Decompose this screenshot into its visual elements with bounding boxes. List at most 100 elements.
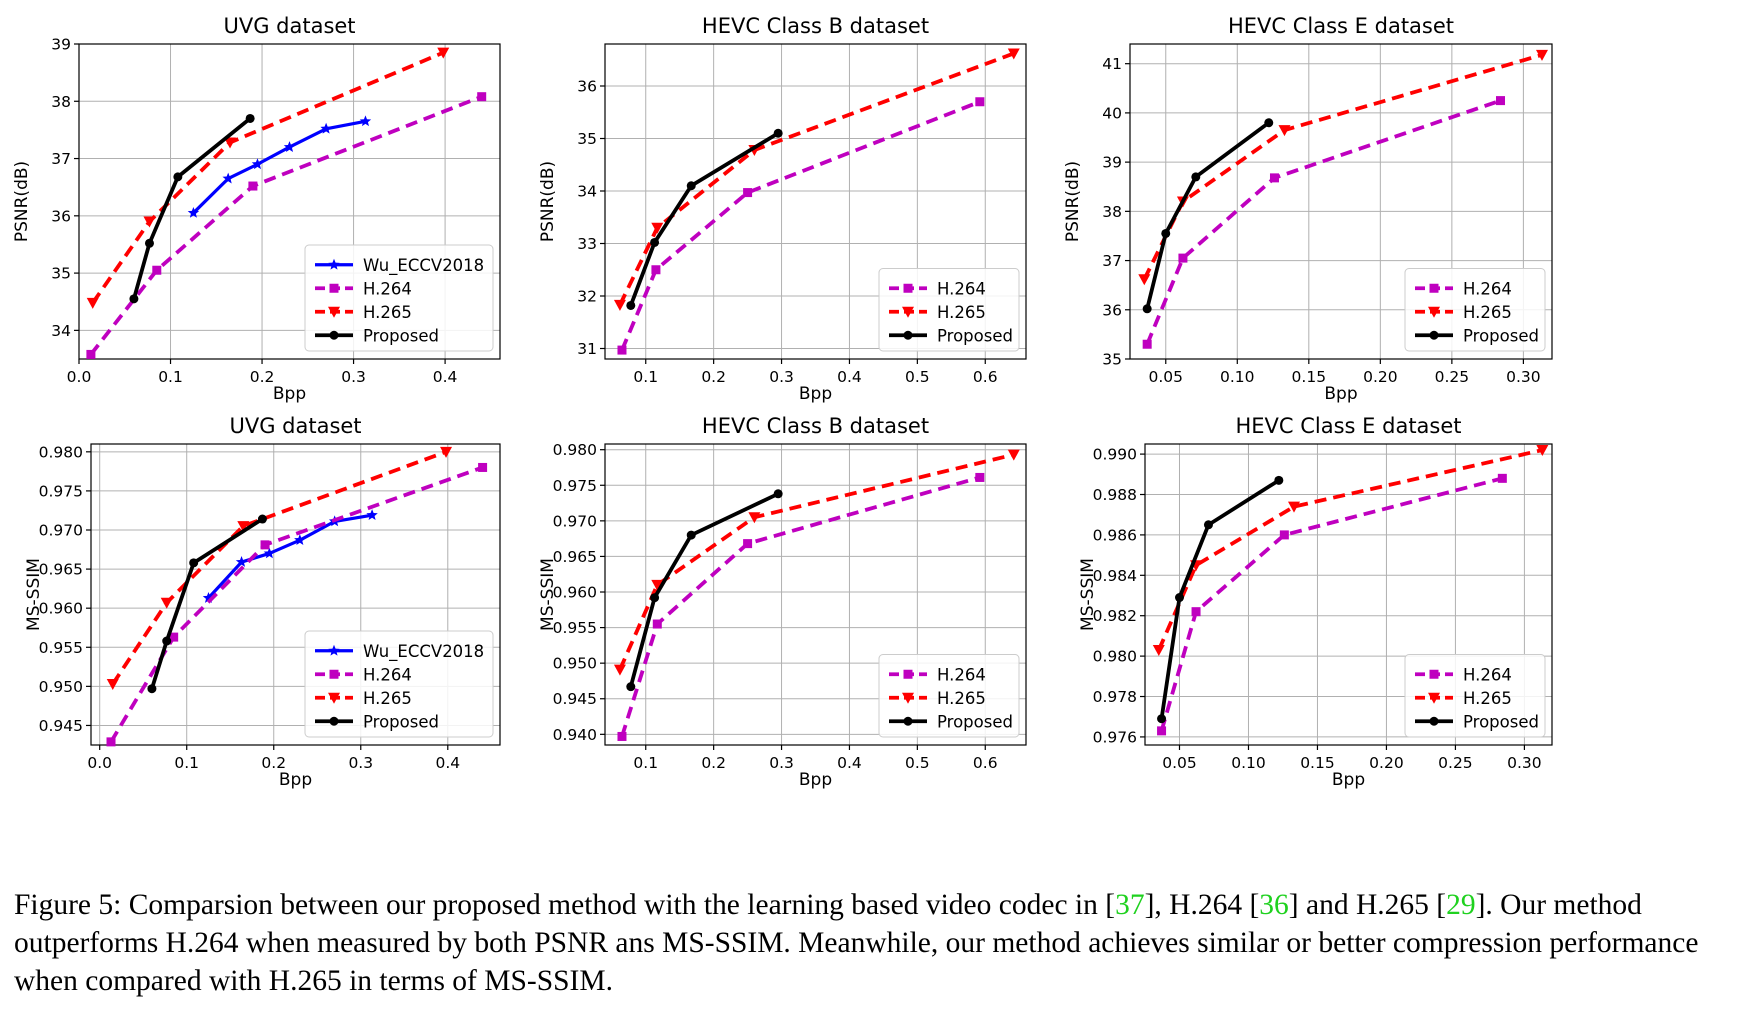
y-tick-label: 0.950 <box>39 678 83 696</box>
data-point-proposed <box>1264 118 1274 128</box>
caption-ref-36[interactable]: 36 <box>1259 889 1289 921</box>
data-point-h265 <box>613 299 626 311</box>
data-point-wu <box>251 158 264 170</box>
data-point-proposed <box>650 593 660 603</box>
legend: H.264 H.265 Proposed <box>1404 268 1546 352</box>
series-h264 <box>1142 96 1506 349</box>
caption-ref-29[interactable]: 29 <box>1446 889 1476 921</box>
y-tick-label: 0.980 <box>39 443 83 461</box>
x-tick-label: 0.15 <box>1292 368 1327 386</box>
y-tick-label: 37 <box>51 150 71 168</box>
series-line-h264 <box>109 465 484 743</box>
legend-marker-proposed <box>903 716 913 726</box>
legend-marker-h264 <box>1429 669 1439 679</box>
series-h264 <box>1157 473 1507 736</box>
y-tick-label: 0.988 <box>1093 486 1137 504</box>
x-tick-label: 0.3 <box>348 754 373 772</box>
y-tick-label: 36 <box>577 78 597 96</box>
series-proposed <box>626 128 783 310</box>
data-point-proposed <box>189 558 199 568</box>
x-tick-label: 0.6 <box>973 754 998 772</box>
legend-label-proposed: Proposed <box>1463 712 1539 731</box>
data-point-h265 <box>160 597 173 609</box>
legend-label-wu: Wu_ECCV2018 <box>363 642 484 662</box>
y-tick-label: 32 <box>577 288 597 306</box>
y-tick-label: 35 <box>577 130 597 148</box>
data-point-wu <box>263 547 276 559</box>
data-point-h265 <box>748 512 761 524</box>
data-point-h264 <box>169 632 179 642</box>
y-tick-label: 0.950 <box>553 655 597 673</box>
caption-ref-37[interactable]: 37 <box>1115 889 1145 921</box>
y-axis-label: MS-SSIM <box>24 558 44 631</box>
series-line-proposed <box>1159 478 1280 720</box>
y-tick-label: 35 <box>1102 351 1122 369</box>
y-tick-label: 35 <box>51 265 71 283</box>
caption-suffix: ]. Our method outperforms H.264 when mea… <box>14 889 1699 997</box>
data-point-h264 <box>975 97 985 107</box>
series-wu <box>187 115 372 218</box>
x-tick-label: 0.2 <box>250 368 275 386</box>
legend-label-h264: H.264 <box>937 279 986 298</box>
y-tick-label: 0.984 <box>1093 567 1137 585</box>
data-point-h264 <box>743 188 753 198</box>
data-point-h265 <box>224 137 237 149</box>
legend-label-proposed: Proposed <box>363 712 439 731</box>
x-tick-label: 0.4 <box>435 754 460 772</box>
data-point-proposed <box>773 128 783 138</box>
plot-frame <box>90 443 501 746</box>
data-point-wu <box>366 509 378 520</box>
x-tick-label: 0.05 <box>1162 754 1197 772</box>
x-tick-label: 0.2 <box>701 754 726 772</box>
legend-marker-h264 <box>903 669 913 679</box>
x-axis-label: Bpp <box>799 770 832 790</box>
data-point-h264 <box>651 265 661 275</box>
x-tick-label: 0.0 <box>87 754 112 772</box>
y-tick-label: 40 <box>1102 104 1122 122</box>
data-point-proposed <box>626 300 636 310</box>
series-proposed <box>626 489 783 692</box>
y-tick-label: 37 <box>1102 252 1122 270</box>
x-tick-label: 0.30 <box>1507 754 1542 772</box>
y-tick-label: 39 <box>51 36 71 54</box>
legend-marker-h264 <box>1429 283 1439 293</box>
series-line-wu <box>192 119 366 215</box>
data-point-h264 <box>478 462 488 472</box>
data-point-proposed <box>129 294 139 304</box>
data-point-proposed <box>144 238 154 248</box>
y-tick-label: 31 <box>577 340 597 358</box>
chart-1: 0.0 0.1 0.2 0.3 0.4 34 35 36 37 38 39 UVG dataset Bp… <box>12 14 501 404</box>
caption-prefix: Figure 5: Comparsion between our propose… <box>14 889 1116 921</box>
y-tick-label: 0.980 <box>1093 648 1137 666</box>
data-point-wu <box>283 141 296 152</box>
data-point-wu <box>294 534 306 546</box>
x-axis-label: Bpp <box>273 384 306 404</box>
data-point-h265 <box>1007 48 1020 60</box>
series-proposed <box>1142 118 1274 314</box>
legend: H.264 H.265 Proposed <box>878 654 1020 738</box>
legend-label-proposed: Proposed <box>1463 326 1539 345</box>
data-point-h264 <box>1178 253 1188 263</box>
data-point-h264 <box>1496 96 1506 106</box>
data-point-h264 <box>248 181 258 191</box>
plot-frame <box>1144 443 1553 746</box>
plot-frame <box>78 43 501 360</box>
data-point-h264 <box>86 349 96 359</box>
data-point-h265 <box>1152 645 1165 657</box>
data-point-h265 <box>651 222 664 234</box>
series-h264 <box>106 462 488 747</box>
series-wu <box>202 509 378 603</box>
x-tick-label: 0.25 <box>1438 754 1473 772</box>
data-point-proposed <box>245 113 255 123</box>
chart-title: HEVC Class E dataset <box>1228 14 1454 38</box>
legend-marker-h264 <box>329 283 339 293</box>
y-tick-label: 0.955 <box>39 639 83 657</box>
data-point-h265 <box>1535 49 1548 61</box>
x-axis-label: Bpp <box>1324 384 1357 404</box>
x-axis-label: Bpp <box>799 384 832 404</box>
y-tick-label: 0.980 <box>553 441 597 459</box>
y-tick-label: 0.970 <box>39 522 83 540</box>
legend-marker-wu <box>328 644 340 656</box>
series-proposed <box>1157 475 1284 724</box>
series-line-h264 <box>1145 98 1502 345</box>
